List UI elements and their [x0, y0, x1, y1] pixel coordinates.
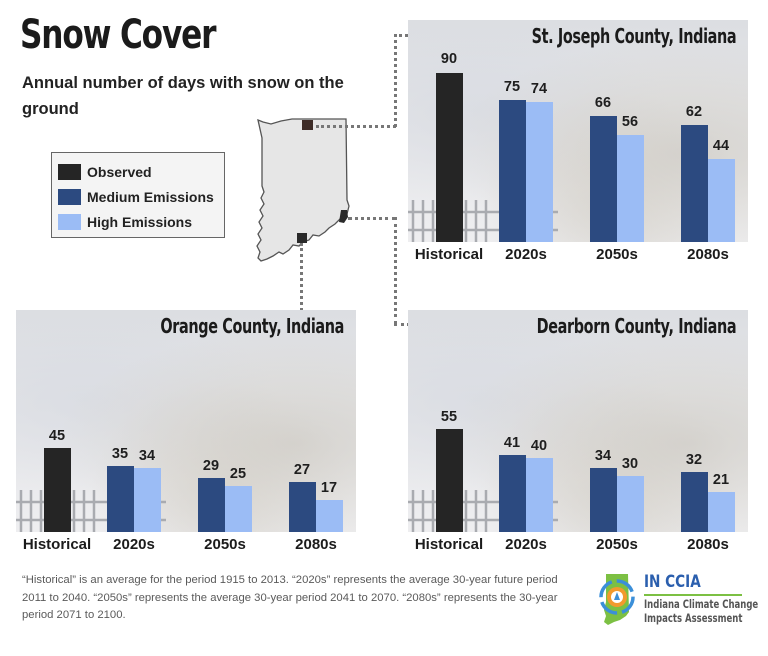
legend-swatch-observed — [58, 163, 81, 180]
bar-2050s-high — [617, 476, 644, 532]
in-ccia-logo: IN CCIA Indiana Climate Change Impacts A… — [596, 572, 758, 628]
legend-label: Observed — [87, 163, 152, 180]
bar-value: 35 — [111, 446, 129, 462]
in-ccia-emblem-icon — [599, 574, 635, 625]
bar-value: 41 — [503, 435, 521, 451]
connector-st-joseph-v — [394, 34, 397, 127]
bar-2020s-high — [526, 458, 553, 532]
bar-value: 32 — [685, 452, 703, 468]
bar-value: 30 — [621, 456, 639, 472]
legend-swatch-high — [58, 213, 81, 230]
bar-2050s-high — [225, 486, 252, 532]
x-label: Historical — [414, 246, 484, 263]
legend: Observed Medium Emissions High Emissions — [51, 152, 225, 238]
bar-value: 45 — [48, 428, 66, 444]
x-axis-labels-dearborn: Historical 2020s 2050s 2080s — [408, 536, 748, 560]
x-label: Historical — [414, 536, 484, 553]
bar-2080s-high — [316, 500, 343, 532]
x-axis-labels-st-joseph: Historical 2020s 2050s 2080s — [408, 246, 748, 270]
legend-label: Medium Emissions — [87, 188, 214, 205]
panel-title: Orange County, Indiana — [160, 314, 344, 338]
chart-panel-st-joseph: St. Joseph County, Indiana 90 75 74 66 5… — [408, 20, 748, 242]
x-label: Historical — [22, 536, 92, 553]
bar-2020s-high — [134, 468, 161, 532]
legend-swatch-medium — [58, 188, 81, 205]
bar-2080s-medium — [289, 482, 316, 532]
bar-2050s-medium — [590, 116, 617, 242]
bar-value: 90 — [440, 51, 458, 67]
dearborn-marker — [339, 210, 348, 223]
st-joseph-marker — [302, 120, 313, 130]
bar-value: 21 — [712, 472, 730, 488]
logo-divider — [644, 594, 742, 596]
panel-title: St. Joseph County, Indiana — [531, 24, 736, 48]
bar-value: 34 — [138, 448, 156, 464]
x-label: 2020s — [505, 536, 547, 553]
connector-orange-v — [300, 243, 303, 311]
x-label: 2050s — [204, 536, 246, 553]
bar-historical — [436, 429, 463, 532]
x-label: 2050s — [596, 536, 638, 553]
bar-2080s-high — [708, 159, 735, 242]
chart-title: Snow Cover — [20, 12, 217, 58]
logo-title: IN CCIA — [644, 572, 701, 592]
bar-value: 66 — [594, 95, 612, 111]
chart-subtitle: Annual number of days with snow on the g… — [22, 74, 344, 118]
panel-title: Dearborn County, Indiana — [536, 314, 736, 338]
bar-2020s-high — [526, 102, 553, 242]
x-label: 2080s — [295, 536, 337, 553]
indiana-map-icon — [256, 118, 350, 262]
chart-panel-dearborn: Dearborn County, Indiana 55 41 40 34 30 … — [408, 310, 748, 532]
connector-st-joseph-h — [316, 125, 396, 128]
connector-dearborn-h — [348, 217, 396, 220]
x-label: 2020s — [113, 536, 155, 553]
legend-item-high: High Emissions — [58, 209, 224, 234]
chart-panel-orange: Orange County, Indiana 45 35 34 29 25 27… — [16, 310, 356, 532]
bar-2050s-high — [617, 135, 644, 242]
bar-value: 40 — [530, 438, 548, 454]
bar-value: 55 — [440, 409, 458, 425]
legend-item-medium: Medium Emissions — [58, 184, 224, 209]
bar-value: 74 — [530, 81, 548, 97]
x-label: 2080s — [687, 246, 729, 263]
bar-2050s-medium — [198, 478, 225, 532]
legend-item-observed: Observed — [58, 159, 224, 184]
bar-2020s-medium — [499, 455, 526, 532]
bar-2050s-medium — [590, 468, 617, 532]
bar-value: 17 — [320, 480, 338, 496]
bar-2080s-medium — [681, 125, 708, 242]
bar-value: 25 — [229, 466, 247, 482]
connector-dearborn-v — [394, 217, 397, 324]
bar-2020s-medium — [107, 466, 134, 532]
bar-value: 27 — [293, 462, 311, 478]
bar-value: 44 — [712, 138, 730, 154]
bar-value: 56 — [621, 114, 639, 130]
legend-label: High Emissions — [87, 213, 193, 230]
bar-value: 62 — [685, 104, 703, 120]
bar-historical — [436, 73, 463, 242]
bar-2080s-high — [708, 492, 735, 532]
bar-value: 29 — [202, 458, 220, 474]
bar-historical — [44, 448, 71, 532]
footnote: “Historical” is an average for the perio… — [22, 574, 558, 621]
x-label: 2080s — [687, 536, 729, 553]
logo-subtitle-line1: Indiana Climate Change — [644, 597, 759, 611]
logo-subtitle-line2: Impacts Assessment — [644, 611, 743, 625]
bar-2020s-medium — [499, 100, 526, 242]
bar-value: 75 — [503, 79, 521, 95]
fence-decoration — [16, 490, 166, 532]
x-axis-labels-orange: Historical 2020s 2050s 2080s — [16, 536, 356, 560]
logo-subtitle: Indiana Climate Change Impacts Assessmen… — [644, 597, 758, 625]
x-label: 2020s — [505, 246, 547, 263]
bar-2080s-medium — [681, 472, 708, 532]
orange-marker — [297, 233, 307, 243]
bar-value: 34 — [594, 448, 612, 464]
x-label: 2050s — [596, 246, 638, 263]
